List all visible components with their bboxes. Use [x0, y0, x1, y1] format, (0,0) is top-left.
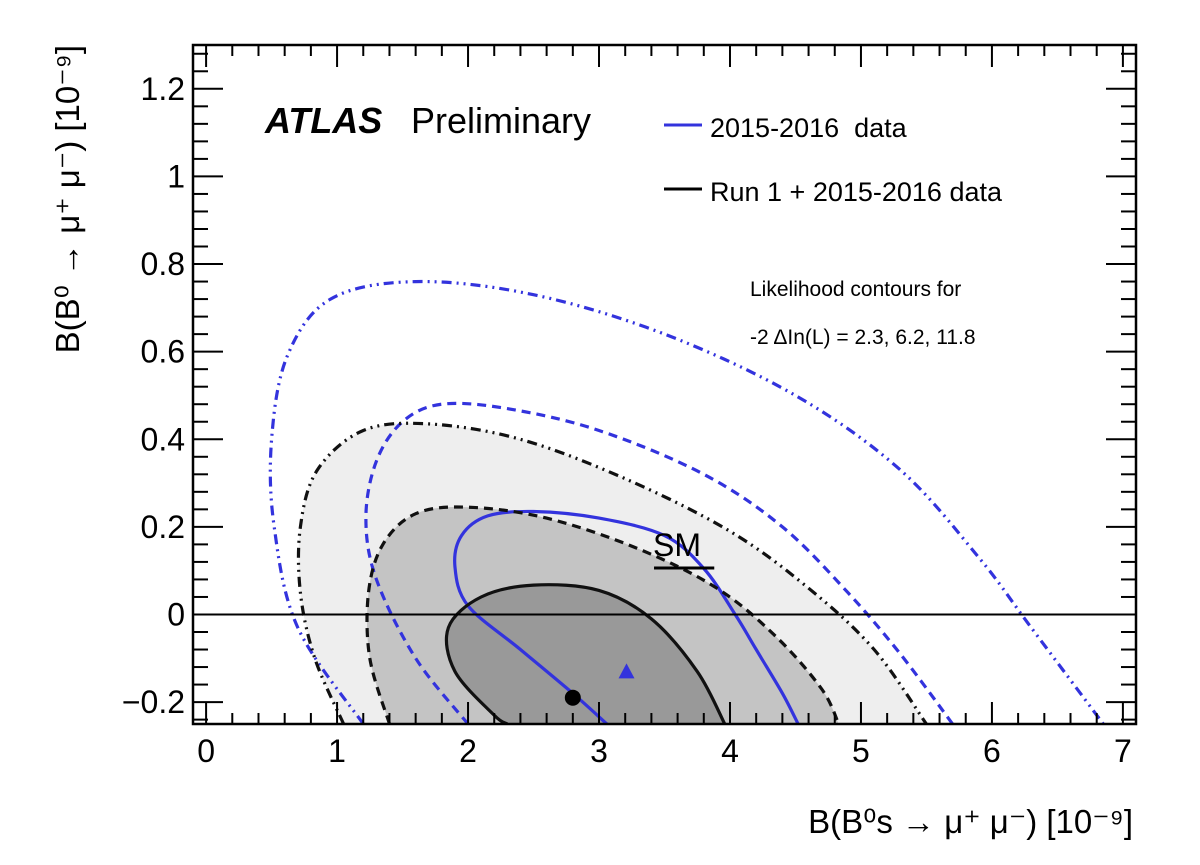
- x-tick-label: 5: [852, 733, 870, 769]
- y-tick-label: −0.2: [122, 684, 185, 720]
- contour-fills: [298, 423, 927, 724]
- experiment-label: ATLAS: [264, 100, 382, 141]
- contour-lines: [268, 279, 1105, 724]
- axis-ticks: [193, 45, 1136, 724]
- best-fit-combined-marker: [564, 689, 581, 706]
- best-fit-markers: [564, 663, 635, 706]
- likelihood-note-line2: -2 ΔIn(L) = 2.3, 6.2, 11.8: [750, 326, 976, 349]
- y-axis-title: B(B⁰ → μ⁺ μ⁻) [10⁻⁹]: [49, 45, 86, 353]
- sm-label: SM: [653, 527, 701, 563]
- contour-line-run2-6-2: [364, 401, 954, 724]
- y-tick-labels: −0.2 0 0.2 0.4 0.6 0.8 1 1.2: [122, 71, 185, 720]
- x-tick-label: 3: [590, 733, 608, 769]
- y-tick-label: 0.8: [141, 246, 185, 282]
- x-tick-label: 7: [1114, 733, 1132, 769]
- contour-line-run2-2-3: [453, 509, 800, 724]
- x-tick-label: 2: [459, 733, 477, 769]
- plot-frame: [191, 43, 1138, 726]
- y-tick-label: 0.6: [141, 334, 185, 370]
- legend-label-run2: 2015-2016 data: [710, 113, 908, 143]
- x-tick-label: 4: [721, 733, 739, 769]
- x-tick-label: 6: [983, 733, 1001, 769]
- legend-label-combined: Run 1 + 2015-2016 data: [710, 177, 1003, 207]
- y-tick-label: 1: [167, 158, 185, 194]
- x-tick-label: 0: [197, 733, 215, 769]
- contour-line-combined-6-2: [365, 505, 841, 724]
- y-tick-label: 1.2: [141, 71, 185, 107]
- y-tick-label: 0.2: [141, 509, 185, 545]
- best-fit-run2-marker: [618, 663, 635, 679]
- likelihood-note-line1: Likelihood contours for: [750, 278, 961, 301]
- x-axis-title: B(B⁰s → μ⁺ μ⁻) [10⁻⁹]: [808, 803, 1133, 840]
- status-label: Preliminary: [411, 100, 591, 141]
- legend: 2015-2016 data Run 1 + 2015-2016 data: [664, 113, 1003, 207]
- contour-line-combined-2-3: [444, 583, 727, 724]
- contour-line-combined-11-8: [296, 421, 928, 724]
- contour-line-run2-11-8: [268, 279, 1105, 724]
- x-tick-label: 1: [328, 733, 346, 769]
- y-tick-label: 0.4: [141, 421, 185, 457]
- x-tick-labels: 0 1 2 3 4 5 6 7: [197, 733, 1132, 769]
- contour-fill-combined-2-3: [446, 584, 725, 724]
- y-tick-label: 0: [167, 596, 185, 632]
